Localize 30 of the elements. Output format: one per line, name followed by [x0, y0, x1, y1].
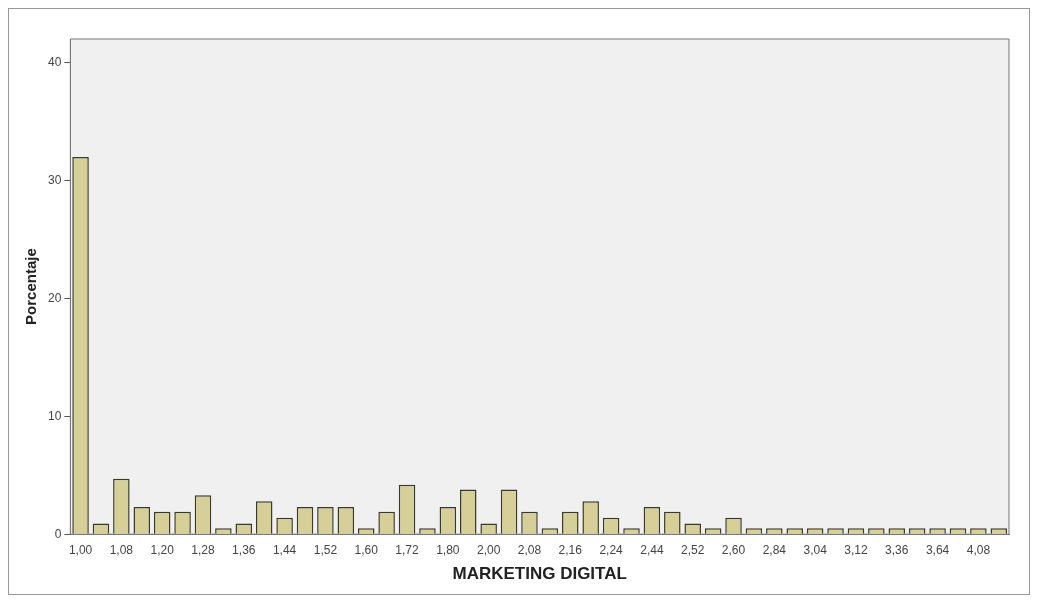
y-tick-label: 10 [47, 408, 62, 423]
y-tick-label: 40 [47, 54, 62, 69]
x-tick-label: 2,16 [558, 542, 583, 557]
x-tick-label: 2,84 [762, 542, 787, 557]
x-tick-label: 2,52 [681, 542, 705, 557]
x-tick-label: 1,44 [272, 542, 297, 557]
y-tick-label: 30 [47, 172, 62, 187]
x-tick-label: 2,24 [599, 542, 624, 557]
x-axis-title: MARKETING DIGITAL [452, 564, 627, 584]
x-tick-label: 1,36 [232, 542, 256, 557]
x-tick-label: 3,36 [885, 542, 909, 557]
x-tick-label: 3,04 [803, 542, 828, 557]
y-tick-label: 0 [54, 526, 62, 541]
x-tick-label: 1,20 [150, 542, 175, 557]
y-tick-label: 20 [47, 290, 62, 305]
x-tick-label: 2,08 [517, 542, 542, 557]
y-axis-title: Porcentaje [22, 248, 40, 325]
x-tick-label: 1,52 [313, 542, 338, 557]
x-tick-label: 2,44 [640, 542, 664, 557]
x-tick-label: 1,72 [395, 542, 420, 557]
x-tick-label: 3,12 [844, 542, 868, 557]
x-tick-label: 2,60 [721, 542, 746, 557]
x-tick-label: 1,00 [68, 542, 93, 557]
x-tick-label: 1,08 [109, 542, 134, 557]
x-tick-label: 1,28 [191, 542, 215, 557]
x-tick-label: 1,60 [354, 542, 379, 557]
x-tick-label: 2,00 [476, 542, 501, 557]
x-tick-label: 3,64 [925, 542, 950, 557]
x-tick-label: 4,08 [966, 542, 991, 557]
x-tick-label: 1,80 [436, 542, 460, 557]
